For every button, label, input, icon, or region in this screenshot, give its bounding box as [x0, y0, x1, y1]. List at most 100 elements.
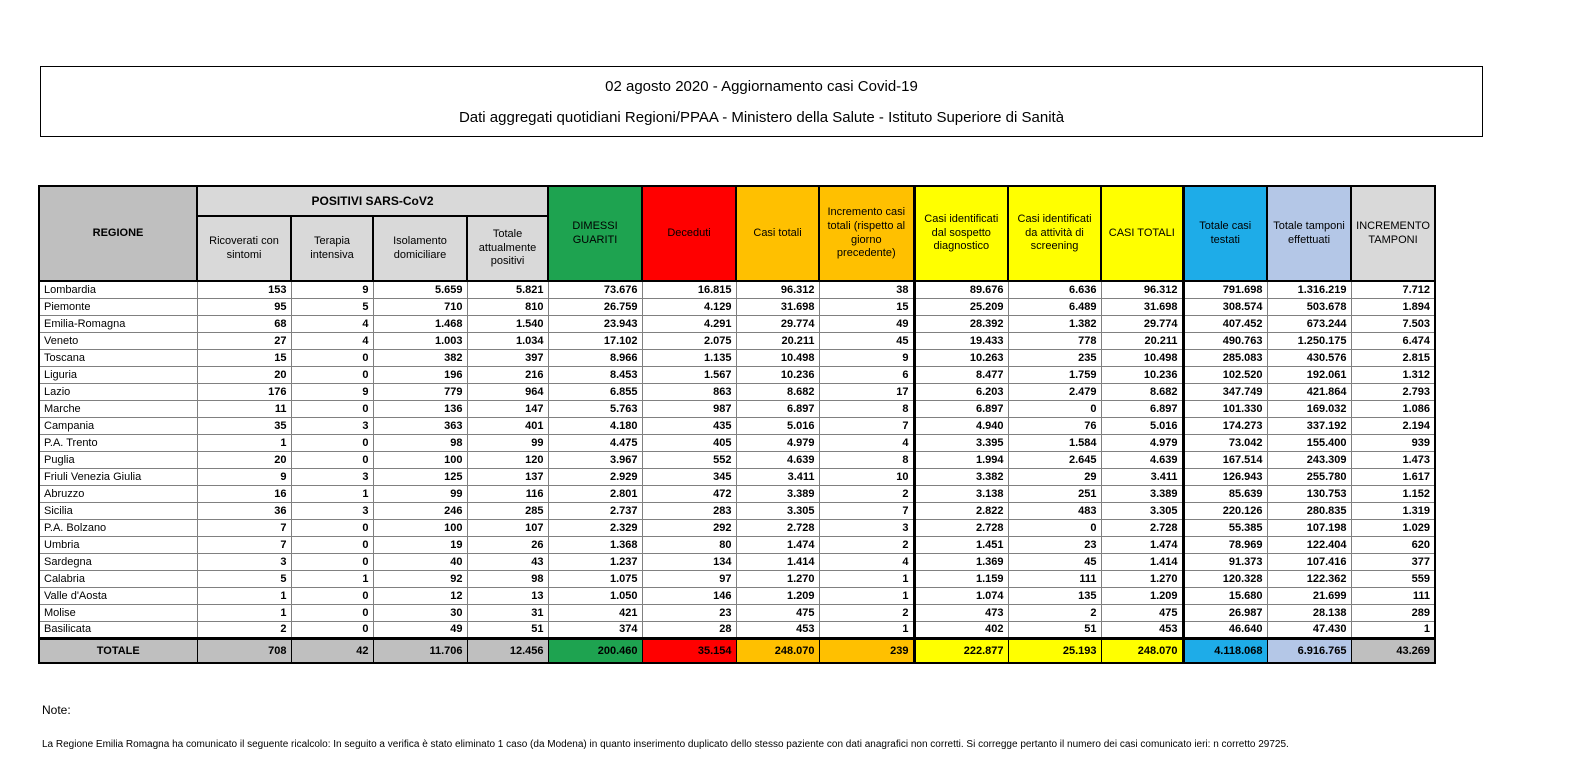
value-cell: 1.270 [1100, 569, 1185, 588]
col-header-terapia-intensiva: Terapia intensiva [290, 215, 374, 282]
value-cell: 174.273 [1182, 416, 1268, 435]
region-name: Abruzzo [38, 484, 198, 503]
value-cell: 95 [196, 297, 292, 316]
value-cell: 1.759 [1007, 365, 1102, 384]
value-cell: 3 [290, 416, 374, 435]
col-header-casi-testati: Totale casi testati [1182, 185, 1269, 282]
value-cell: 283 [641, 501, 737, 520]
value-cell: 169.032 [1266, 399, 1352, 418]
value-cell: 2.479 [1007, 382, 1102, 401]
value-cell: 1.451 [913, 535, 1009, 554]
value-cell: 1.319 [1350, 501, 1437, 520]
value-cell: 20.211 [1100, 331, 1185, 350]
value-cell: 10 [818, 467, 916, 486]
table-row: Campania 35 3 363 401 4.180 435 5.016 7 4.940 76 5.… [38, 416, 1437, 435]
total-value-cell: 12.456 [466, 636, 549, 664]
value-cell: 1.152 [1350, 484, 1437, 503]
value-cell: 2 [1007, 603, 1102, 622]
value-cell: 5 [290, 297, 374, 316]
value-cell: 146 [641, 586, 737, 605]
value-cell: 1.075 [547, 569, 643, 588]
value-cell: 23.943 [547, 314, 643, 333]
value-cell: 1.617 [1350, 467, 1437, 486]
value-cell: 107 [466, 518, 549, 537]
value-cell: 13 [466, 586, 549, 605]
total-value-cell: 239 [818, 636, 916, 664]
value-cell: 98 [372, 433, 468, 452]
value-cell: 8 [818, 399, 916, 418]
value-cell: 15.680 [1182, 586, 1268, 605]
total-row: TOTALE 708 42 11.706 12.456 200.460 35.154 248.… [38, 636, 1436, 664]
value-cell: 4 [290, 314, 374, 333]
region-name: Marche [38, 399, 198, 418]
value-cell: 0 [290, 603, 374, 622]
value-cell: 1 [290, 569, 374, 588]
region-name: Umbria [38, 535, 198, 554]
value-cell: 147 [466, 399, 549, 418]
total-value-cell: 200.460 [547, 636, 643, 664]
value-cell: 21.699 [1266, 586, 1352, 605]
value-cell: 964 [466, 382, 549, 401]
value-cell: 4.475 [547, 433, 643, 452]
value-cell: 255.780 [1266, 467, 1352, 486]
value-cell: 45 [1007, 552, 1102, 571]
region-name: Lombardia [38, 280, 198, 299]
value-cell: 363 [372, 416, 468, 435]
value-cell: 2.929 [547, 467, 643, 486]
value-cell: 0 [1007, 518, 1102, 537]
value-cell: 107.416 [1266, 552, 1352, 571]
value-cell: 2.728 [1100, 518, 1185, 537]
value-cell: 100 [372, 450, 468, 469]
value-cell: 102.520 [1182, 365, 1268, 384]
value-cell: 1.414 [735, 552, 820, 571]
value-cell: 3.411 [1100, 467, 1185, 486]
value-cell: 38 [818, 280, 916, 299]
value-cell: 4 [818, 552, 916, 571]
value-cell: 407.452 [1182, 314, 1268, 333]
value-cell: 68 [196, 314, 292, 333]
value-cell: 1.468 [372, 314, 468, 333]
value-cell: 3.395 [913, 433, 1009, 452]
value-cell: 12 [372, 586, 468, 605]
value-cell: 472 [641, 484, 737, 503]
covid-data-table: REGIONE POSITIVI SARS-CoV2 DIMESSI GUARI… [38, 185, 1437, 664]
value-cell: 20.211 [735, 331, 820, 350]
report-subtitle: Dati aggregati quotidiani Regioni/PPAA -… [458, 108, 1065, 126]
value-cell: 475 [1100, 603, 1185, 622]
total-value-cell: 11.706 [372, 636, 468, 664]
value-cell: 377 [1350, 552, 1437, 571]
value-cell: 80 [641, 535, 737, 554]
value-cell: 397 [466, 348, 549, 367]
value-cell: 0 [290, 518, 374, 537]
value-cell: 552 [641, 450, 737, 469]
value-cell: 31.698 [735, 297, 820, 316]
value-cell: 235 [1007, 348, 1102, 367]
value-cell: 8.453 [547, 365, 643, 384]
value-cell: 345 [641, 467, 737, 486]
value-cell: 17.102 [547, 331, 643, 350]
table-row: P.A. Trento 1 0 98 99 4.475 405 4.979 4 3.395 1.58… [38, 433, 1437, 452]
value-cell: 3 [196, 552, 292, 571]
value-cell: 0 [290, 620, 374, 639]
region-name: Lazio [38, 382, 198, 401]
value-cell: 116 [466, 484, 549, 503]
value-cell: 347.749 [1182, 382, 1268, 401]
value-cell: 111 [1350, 586, 1437, 605]
value-cell: 1 [196, 603, 292, 622]
value-cell: 280.835 [1266, 501, 1352, 520]
value-cell: 4.639 [735, 450, 820, 469]
col-header-deceduti: Deceduti [641, 185, 738, 282]
value-cell: 430.576 [1266, 348, 1352, 367]
value-cell: 0 [290, 399, 374, 418]
value-cell: 285 [466, 501, 549, 520]
value-cell: 1 [1350, 620, 1437, 639]
value-cell: 11 [196, 399, 292, 418]
value-cell: 1.034 [466, 331, 549, 350]
value-cell: 620 [1350, 535, 1437, 554]
value-cell: 23 [641, 603, 737, 622]
value-cell: 10.498 [735, 348, 820, 367]
value-cell: 4 [290, 331, 374, 350]
table-footer: TOTALE 708 42 11.706 12.456 200.460 35.154 248.… [38, 636, 1436, 664]
table-body: Lombardia 153 9 5.659 5.821 73.676 16.815 96.31… [38, 280, 1437, 639]
total-value-cell: 222.877 [913, 636, 1009, 664]
